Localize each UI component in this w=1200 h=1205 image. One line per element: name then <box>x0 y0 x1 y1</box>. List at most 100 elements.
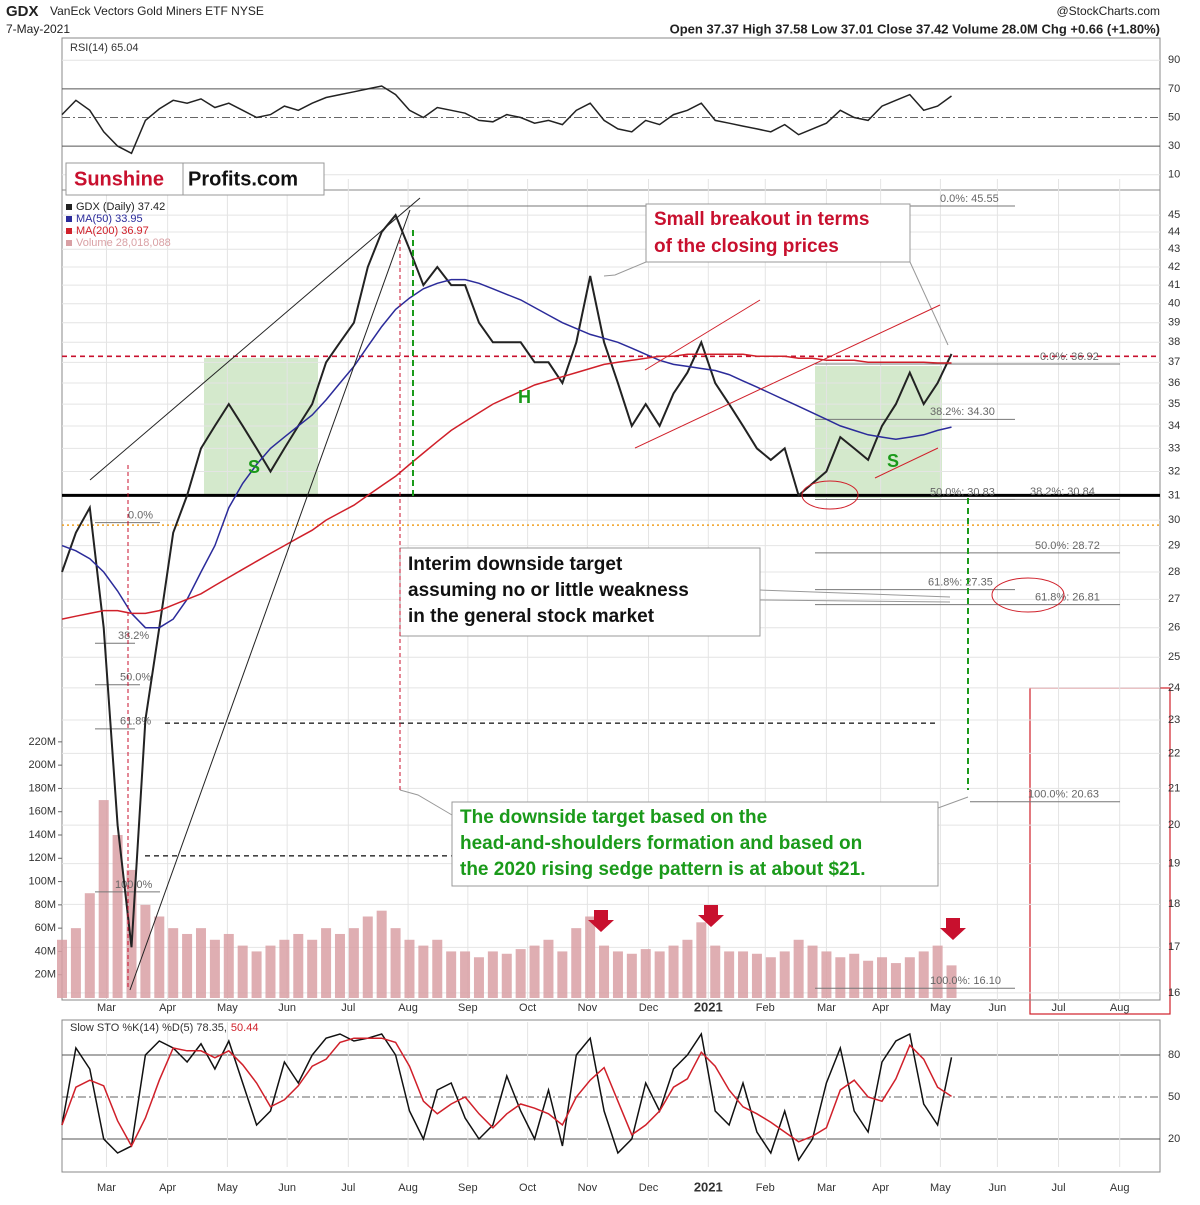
annotation: of the closing prices <box>654 236 839 257</box>
arrow <box>940 918 966 940</box>
volume-bar <box>473 957 484 998</box>
source: @StockCharts.com <box>1056 4 1160 18</box>
y-tick-label: 27 <box>1168 593 1180 605</box>
x-tick-label: Aug <box>1110 1182 1130 1194</box>
annotation-box <box>399 547 761 637</box>
y2-tick-label: 20M <box>35 969 56 981</box>
y-tick-label: 18 <box>1168 898 1180 910</box>
annotation: in the general stock market <box>408 606 655 627</box>
volume-bar <box>682 939 693 998</box>
stoch-frame <box>61 1019 1161 1173</box>
y-tick-label: 41 <box>1168 279 1180 291</box>
volume-bar <box>668 945 679 998</box>
x-tick-label: Feb <box>756 1182 775 1194</box>
fib-label: 0.0%: 36.92 <box>1040 351 1099 363</box>
x-tick-label: Jun <box>989 1002 1007 1014</box>
arrow <box>588 910 614 932</box>
volume-bar <box>946 965 957 998</box>
shoulder-zone <box>204 358 318 495</box>
volume-bar <box>501 953 512 998</box>
volume-bar <box>418 945 429 998</box>
x-tick-label: Mar <box>97 1002 116 1014</box>
arrows <box>588 905 966 940</box>
y2-tick-label: 40M <box>35 945 56 957</box>
x-tick-label: Aug <box>398 1182 418 1194</box>
y-tick-label: 39 <box>1168 317 1180 329</box>
y-tick-label: 17 <box>1168 941 1180 953</box>
y2-tick-label: 180M <box>28 782 56 794</box>
y2-tick-label: 120M <box>28 852 56 864</box>
y2-tick-label: 160M <box>28 806 56 818</box>
volume-bar <box>821 951 832 998</box>
fib-label: 38.2%: 30.84 <box>1030 486 1095 498</box>
y-tick-label: 90 <box>1168 54 1180 66</box>
x-tick-label: Aug <box>1110 1002 1130 1014</box>
symbol: GDX <box>6 3 39 20</box>
x-tick-label: Jun <box>989 1182 1007 1194</box>
volume-bar <box>390 928 401 998</box>
x-tick-label: Jun <box>278 1182 296 1194</box>
y2-tick-label: 140M <box>28 829 56 841</box>
x-tick-label: Sep <box>458 1002 478 1014</box>
annotation: Interim downside target <box>408 554 623 575</box>
fib-label: 50.0% <box>120 672 151 684</box>
y-tick-label: 16 <box>1168 987 1180 999</box>
volume-bar <box>877 957 888 998</box>
x-tick-label: Sep <box>458 1182 478 1194</box>
volume-bar <box>599 945 610 998</box>
y-tick-label: 22 <box>1168 747 1180 759</box>
date: 7-May-2021 <box>6 22 70 36</box>
price-frame <box>61 189 1161 1001</box>
y-tick-label: 50 <box>1168 111 1180 123</box>
x-tick-label: Jun <box>278 1002 296 1014</box>
x-tick-label: May <box>217 1002 238 1014</box>
volume-bar <box>751 953 762 998</box>
pattern-label: S <box>887 451 899 471</box>
legend-swatch <box>66 240 72 246</box>
volume-bar <box>529 945 540 998</box>
volume-bar <box>279 939 290 998</box>
panel-label: Slow STO %K(14) %D(5) 78.35, <box>70 1022 227 1034</box>
volume-bar <box>237 945 248 998</box>
y-tick-label: 23 <box>1168 714 1180 726</box>
volume-bar <box>724 951 735 998</box>
pattern-label: S <box>248 457 260 477</box>
y-tick-label: 30 <box>1168 140 1180 152</box>
x-tick-label: Apr <box>159 1002 176 1014</box>
y2-tick-label: 220M <box>28 736 56 748</box>
y-tick-label: 10 <box>1168 169 1180 181</box>
volume-bar <box>918 951 929 998</box>
x-tick-label: Nov <box>578 1002 598 1014</box>
volume-bar <box>515 949 526 998</box>
annotation-box <box>645 203 911 263</box>
x-tick-label: Mar <box>97 1182 116 1194</box>
y-tick-label: 24 <box>1168 682 1180 694</box>
y-tick-label: 45 <box>1168 209 1180 221</box>
x-tick-label: Apr <box>872 1002 889 1014</box>
volume-bar <box>251 951 262 998</box>
volume-bar <box>571 928 582 998</box>
legend-label: MA(200) 36.97 <box>76 225 149 237</box>
fib-label: 100.0%: 20.63 <box>1028 789 1099 801</box>
fib-label: 61.8%: 26.81 <box>1035 592 1100 604</box>
x-tick-label: Oct <box>519 1002 536 1014</box>
x-tick-label: Apr <box>872 1182 889 1194</box>
volume-bar <box>293 933 304 998</box>
y-tick-label: 80 <box>1168 1049 1180 1061</box>
y-tick-label: 30 <box>1168 514 1180 526</box>
y2-tick-label: 100M <box>28 875 56 887</box>
panel-label: RSI(14) 65.04 <box>70 42 138 54</box>
legend-label: MA(50) 33.95 <box>76 213 143 225</box>
y-tick-label: 32 <box>1168 465 1180 477</box>
x-tick-label: May <box>930 1002 951 1014</box>
x-tick-label: May <box>217 1182 238 1194</box>
volume-bar <box>460 951 471 998</box>
volume-bar <box>84 893 95 998</box>
fib-label: 38.2% <box>118 630 149 642</box>
y-tick-label: 42 <box>1168 261 1180 273</box>
callouts <box>89 197 1065 991</box>
volume-bar <box>835 957 846 998</box>
y-tick-label: 43 <box>1168 243 1180 255</box>
y-tick-label: 21 <box>1168 782 1180 794</box>
